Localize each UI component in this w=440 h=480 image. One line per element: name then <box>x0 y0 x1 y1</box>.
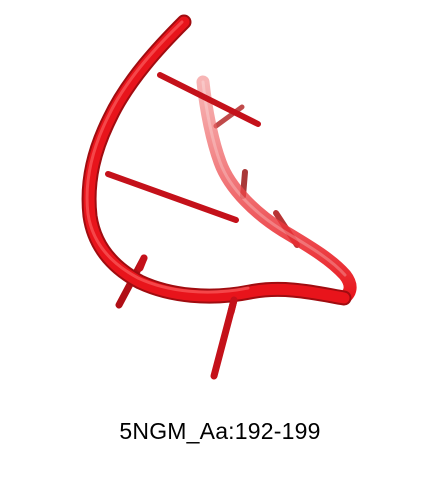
base-stick-4-front-cap <box>227 296 238 316</box>
rna-cartoon-render <box>81 14 357 380</box>
structure-id-caption: 5NGM_Aa:192-199 <box>119 418 321 444</box>
base-stick-1 <box>157 72 261 127</box>
backbone-rear-strand-highlight <box>201 80 347 277</box>
base-stick-2 <box>105 171 239 223</box>
base-stick-3-front-cap <box>136 254 148 272</box>
base-stick-rear-1 <box>213 104 245 129</box>
front-base-sticks <box>105 72 261 380</box>
backbone-front-strand-highlight <box>85 20 250 294</box>
backbone-rear-strand <box>196 75 357 305</box>
